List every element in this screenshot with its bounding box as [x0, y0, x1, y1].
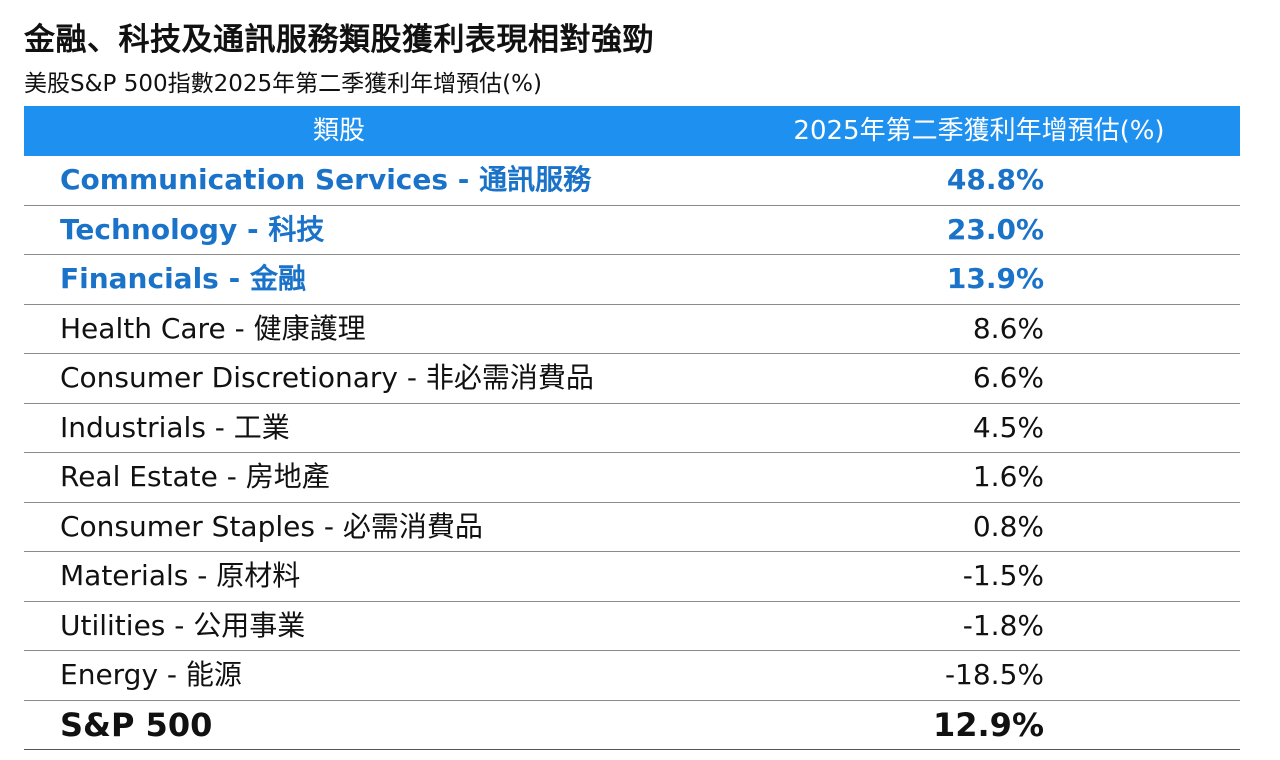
table-row: Consumer Staples - 必需消費品 0.8% [24, 503, 1240, 552]
row-value: 6.6% [972, 361, 1044, 394]
row-value: 0.8% [972, 509, 1044, 543]
table-row: Industrials - 工業 4.5% [24, 404, 1240, 453]
table-row: Health Care - 健康護理 8.6% [24, 305, 1240, 354]
header-category: 類股 [312, 116, 365, 146]
row-category: Materials - 原材料 [60, 559, 301, 592]
row-category: Health Care - 健康護理 [60, 311, 366, 345]
table-row: Materials - 原材料 -1.5% [24, 552, 1240, 602]
row-category: Communication Services - 通訊服務 [60, 163, 592, 196]
table-row: Energy - 能源 -18.5% [24, 651, 1240, 701]
row-category: Energy - 能源 [60, 658, 242, 691]
chart-subtitle: 美股S&P 500指數2025年第二季獲利年增預估(%) [24, 71, 542, 97]
row-value: -1.8% [962, 608, 1044, 642]
table-row: Financials - 金融 13.9% [24, 255, 1240, 305]
table-row: Communication Services - 通訊服務 48.8% [24, 156, 1240, 206]
table-row: Real Estate - 房地產 1.6% [24, 453, 1240, 503]
total-value: 12.9% [932, 705, 1044, 744]
header-value: 2025年第二季獲利年增預估(%) [793, 116, 1165, 146]
row-value: 48.8% [946, 163, 1044, 196]
earnings-table: 類股 2025年第二季獲利年增預估(%) Communication Servi… [24, 106, 1240, 750]
chart-title: 金融、科技及通訊服務類股獲利表現相對強勁 [24, 22, 654, 58]
row-value: 4.5% [972, 410, 1044, 444]
table-body: Communication Services - 通訊服務 48.8% Techno… [24, 156, 1240, 701]
row-category: Industrials - 工業 [60, 410, 290, 444]
row-category: Utilities - 公用事業 [60, 608, 306, 642]
row-category: Consumer Staples - 必需消費品 [60, 509, 483, 543]
table-row: Consumer Discretionary - 非必需消費品 6.6% [24, 354, 1240, 404]
row-value: -1.5% [962, 559, 1044, 592]
table-row-total: S&P 500 12.9% [24, 701, 1240, 750]
table-row: Technology - 科技 23.0% [24, 206, 1240, 255]
row-value: -18.5% [944, 658, 1044, 691]
total-category: S&P 500 [60, 705, 213, 744]
row-value: 23.0% [946, 212, 1044, 246]
table-row: Utilities - 公用事業 -1.8% [24, 602, 1240, 651]
row-category: Technology - 科技 [60, 212, 325, 246]
row-value: 13.9% [946, 262, 1044, 295]
row-value: 8.6% [972, 311, 1044, 345]
row-category: Real Estate - 房地產 [60, 460, 330, 493]
table-header: 類股 2025年第二季獲利年增預估(%) [24, 106, 1240, 156]
row-category: Consumer Discretionary - 非必需消費品 [60, 361, 594, 394]
row-category: Financials - 金融 [60, 262, 306, 295]
row-value: 1.6% [972, 460, 1044, 493]
